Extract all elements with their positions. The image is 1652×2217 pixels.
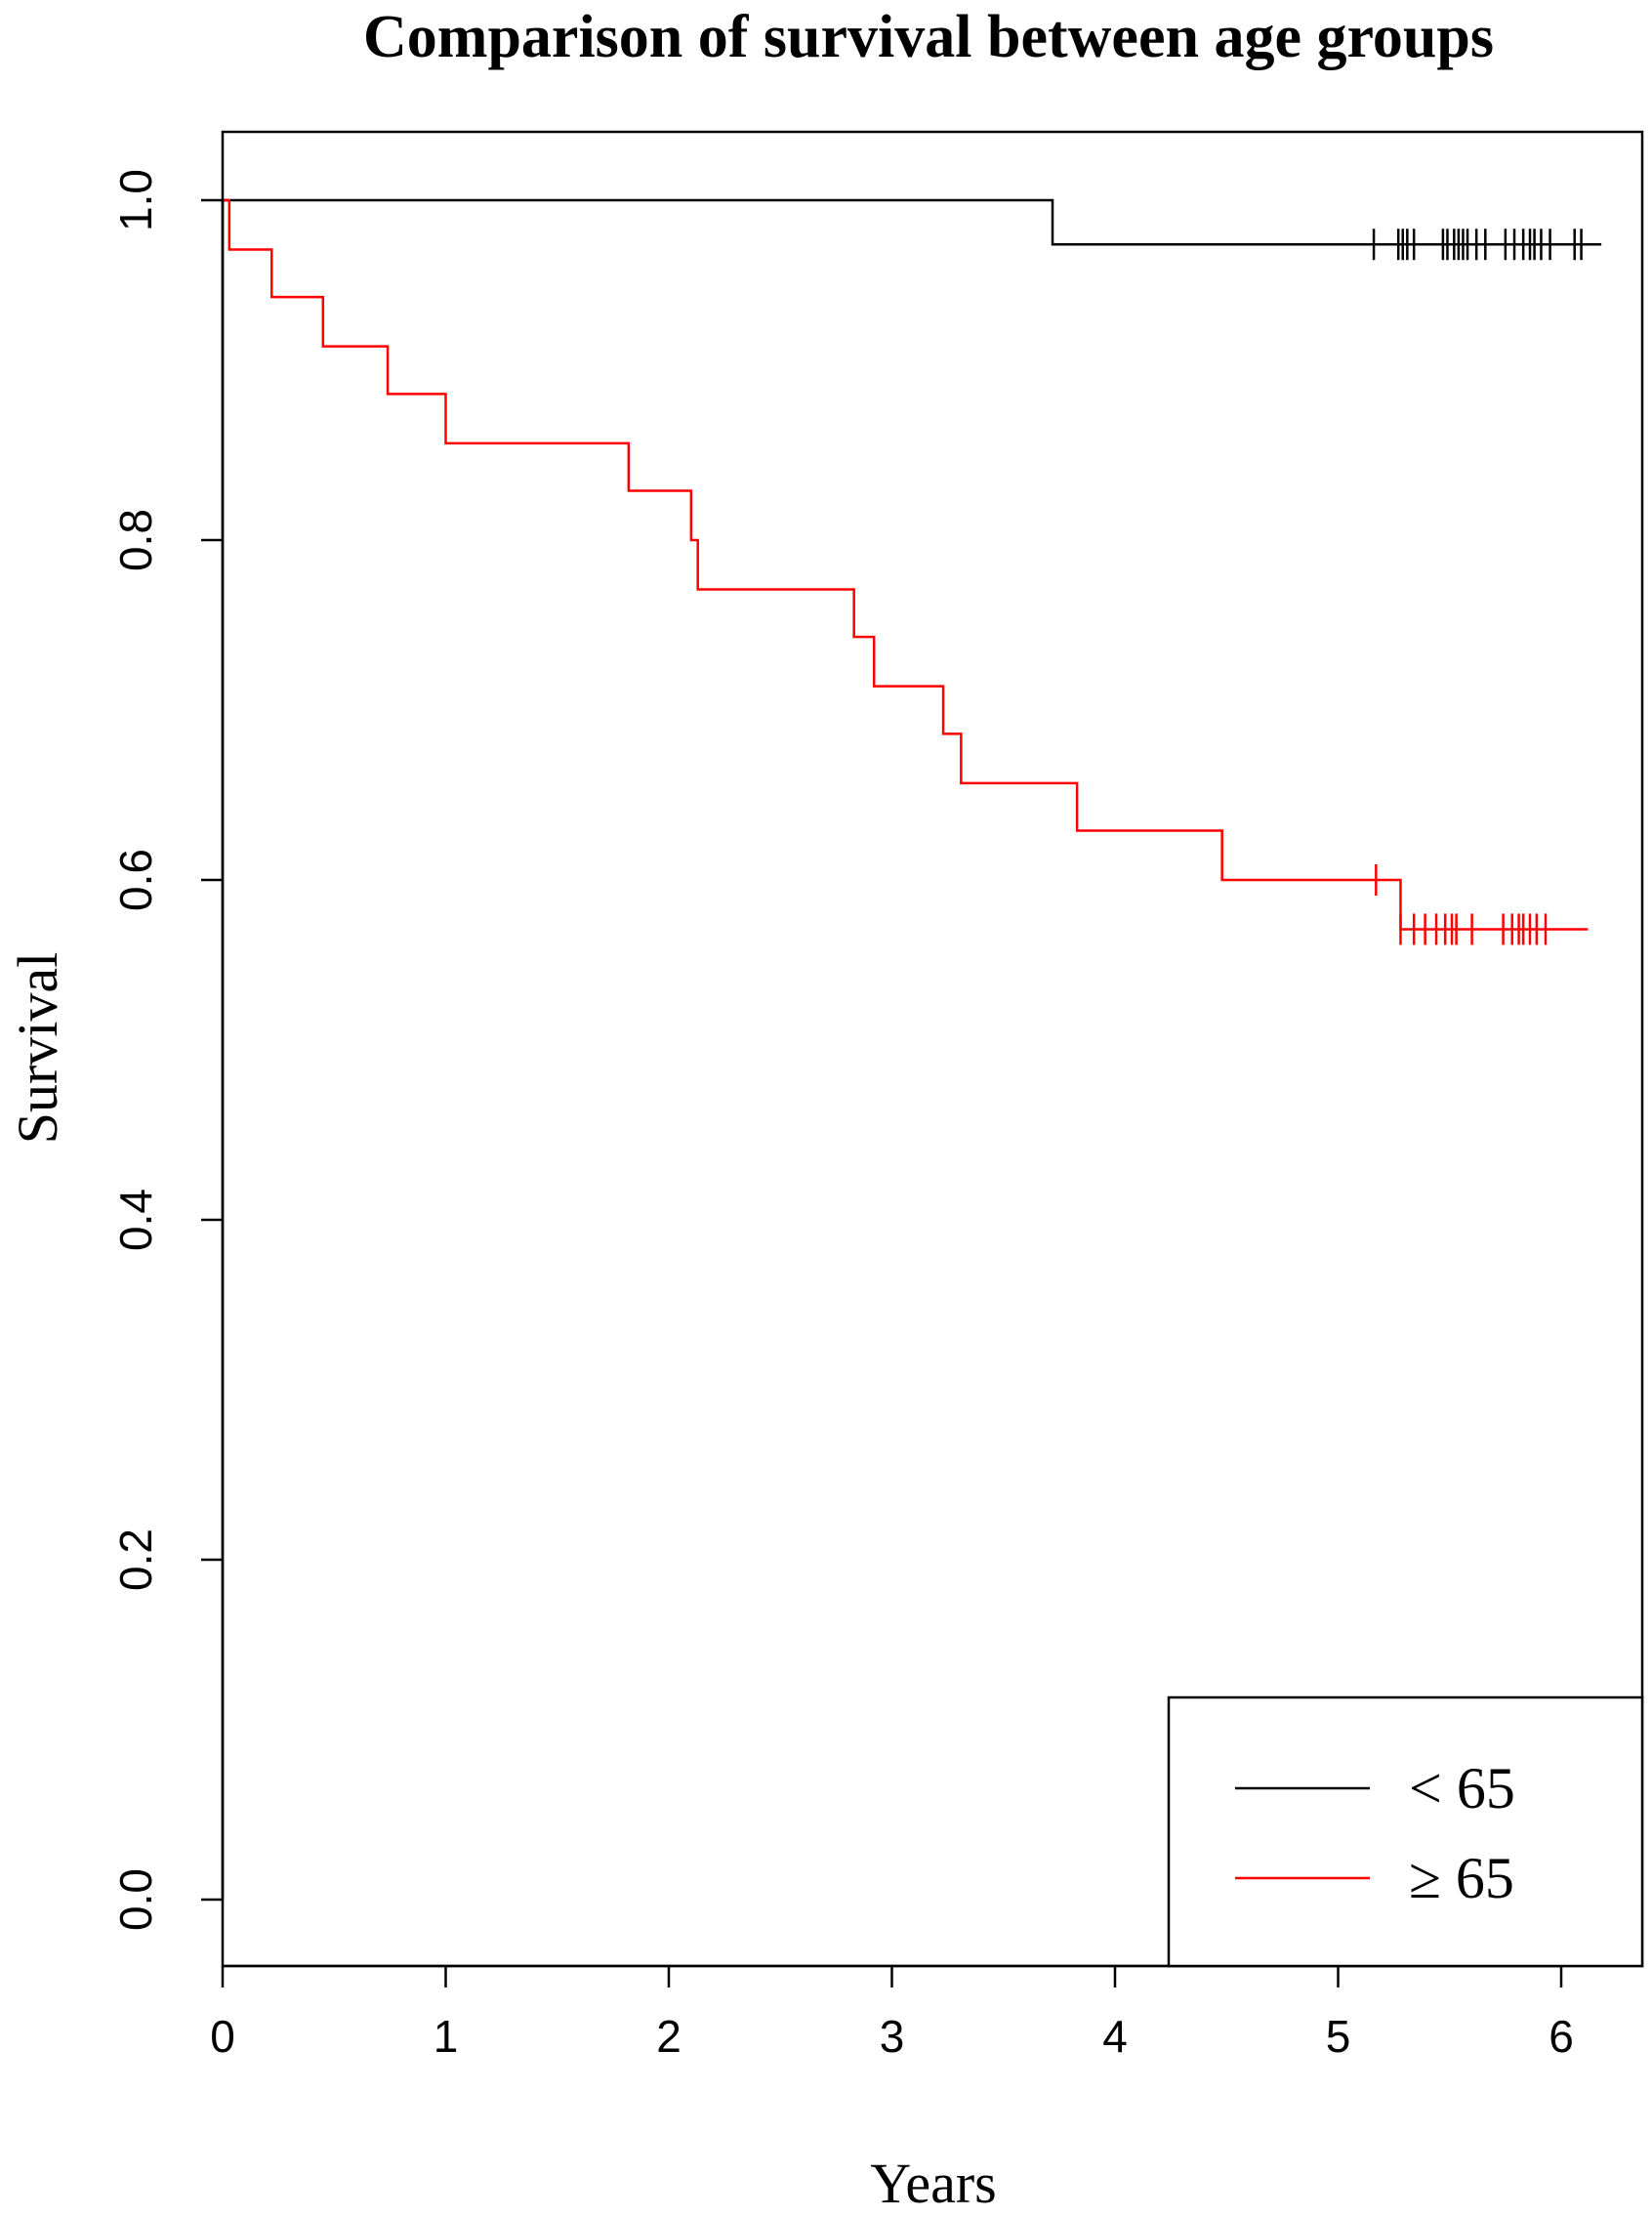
y-tick-label: 0.6 [110,849,161,911]
legend-label-1: ≥ 65 [1409,1846,1514,1910]
series-1-curve [223,198,1589,931]
chart-title: Comparison of survival between age group… [363,4,1494,70]
series-0-curve [223,198,1602,246]
x-axis-label: Years [870,2152,996,2215]
x-tick-label: 4 [1102,2011,1128,2062]
y-tick-label: 1.0 [110,169,161,231]
y-tick-label: 0.0 [110,1868,161,1931]
y-axis-label: Survival [6,952,69,1145]
legend-label-0: < 65 [1409,1756,1515,1820]
x-tick-label: 0 [210,2011,235,2062]
x-tick-label: 2 [656,2011,681,2062]
y-tick-label: 0.2 [110,1528,161,1591]
plot-area [223,198,1602,945]
x-tick-label: 5 [1326,2011,1351,2062]
legend-box [1167,1695,1644,1968]
x-tick-label: 6 [1549,2011,1574,2062]
x-tick-label: 1 [434,2011,459,2062]
x-tick-label: 3 [880,2011,905,2062]
legend: < 65 ≥ 65 [1167,1695,1644,1968]
y-tick-label: 0.8 [110,509,161,571]
y-tick-label: 0.4 [110,1189,161,1251]
plot-frame [221,130,1644,1968]
